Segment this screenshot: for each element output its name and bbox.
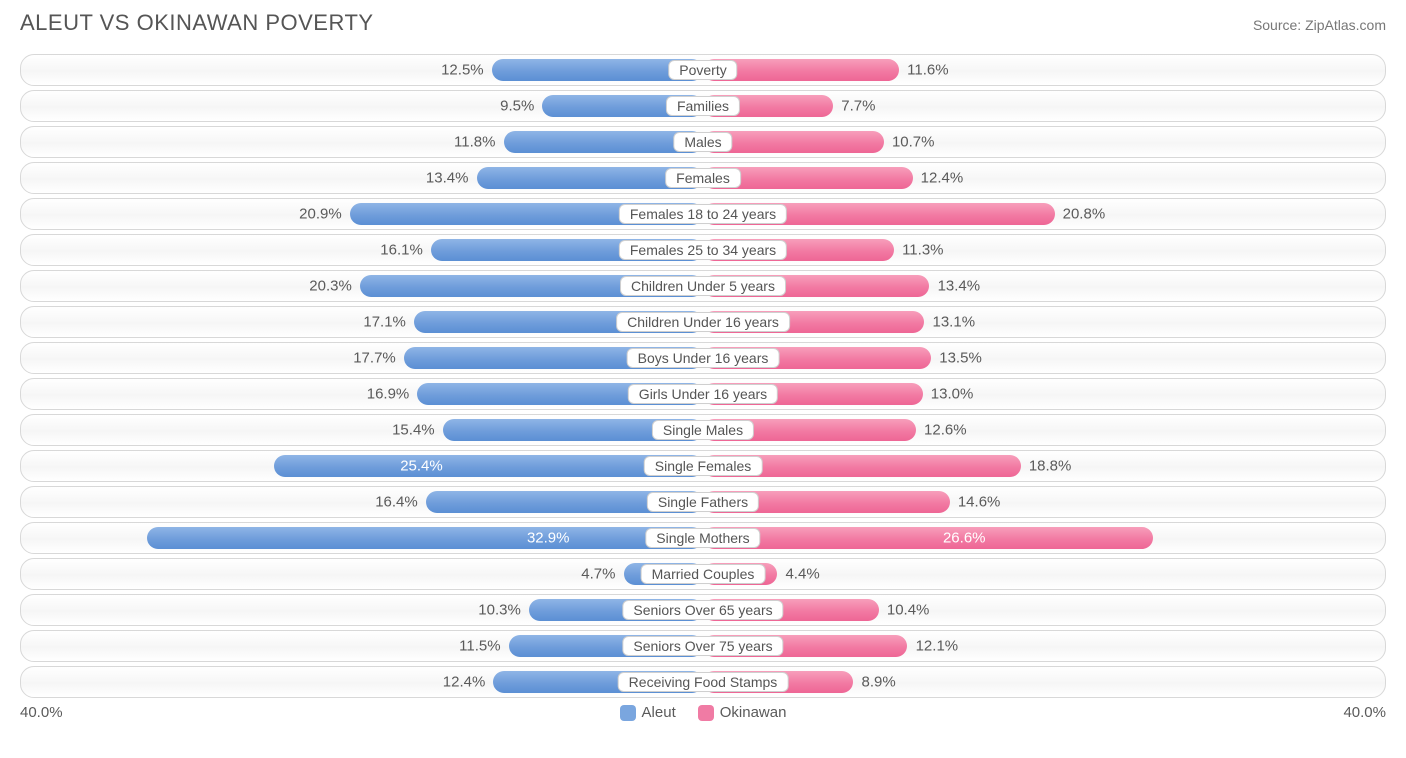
source-label: Source:	[1253, 17, 1301, 33]
value-okinawan: 12.4%	[921, 170, 964, 187]
value-okinawan: 11.6%	[907, 62, 948, 79]
category-label: Males	[673, 132, 732, 152]
value-okinawan: 11.3%	[902, 242, 943, 259]
category-label: Children Under 5 years	[620, 276, 786, 296]
legend-swatch-okinawan	[698, 705, 714, 721]
bar-row: 11.5% 12.1% Seniors Over 75 years	[20, 630, 1386, 662]
value-aleut: 4.7%	[581, 566, 615, 583]
category-label: Children Under 16 years	[616, 312, 790, 332]
value-okinawan: 18.8%	[1029, 458, 1072, 475]
bar-row: 12.4% 8.9% Receiving Food Stamps	[20, 666, 1386, 698]
category-label: Females 18 to 24 years	[619, 204, 787, 224]
value-aleut: 17.7%	[353, 350, 396, 367]
bar-row: 17.7% 13.5% Boys Under 16 years	[20, 342, 1386, 374]
value-okinawan: 8.9%	[862, 674, 896, 691]
category-label: Single Females	[644, 456, 763, 476]
bar-row: 16.9% 13.0% Girls Under 16 years	[20, 378, 1386, 410]
value-okinawan: 26.6%	[943, 530, 986, 547]
axis-max-right: 40.0%	[1343, 704, 1386, 721]
legend-label-aleut: Aleut	[642, 704, 676, 721]
legend-item-aleut: Aleut	[620, 704, 676, 721]
value-okinawan: 20.8%	[1063, 206, 1106, 223]
category-label: Poverty	[668, 60, 737, 80]
value-aleut: 10.3%	[478, 602, 521, 619]
legend: Aleut Okinawan	[620, 704, 787, 721]
value-aleut: 12.5%	[441, 62, 484, 79]
value-aleut: 16.9%	[367, 386, 410, 403]
value-aleut: 32.9%	[527, 530, 570, 547]
value-aleut: 13.4%	[426, 170, 469, 187]
value-aleut: 16.1%	[380, 242, 423, 259]
header: ALEUT VS OKINAWAN POVERTY Source: ZipAtl…	[20, 10, 1386, 36]
value-aleut: 11.8%	[454, 134, 495, 151]
value-aleut: 20.3%	[309, 278, 352, 295]
chart-footer: 40.0% Aleut Okinawan 40.0%	[20, 704, 1386, 721]
category-label: Seniors Over 75 years	[622, 636, 783, 656]
value-aleut: 25.4%	[400, 458, 443, 475]
bar-row: 15.4% 12.6% Single Males	[20, 414, 1386, 446]
bar-okinawan	[703, 527, 1153, 549]
value-okinawan: 13.4%	[938, 278, 981, 295]
category-label: Families	[666, 96, 740, 116]
category-label: Single Mothers	[645, 528, 760, 548]
bar-aleut	[147, 527, 703, 549]
category-label: Married Couples	[641, 564, 766, 584]
bar-row: 20.9% 20.8% Females 18 to 24 years	[20, 198, 1386, 230]
bar-row: 25.4% 18.8% Single Females	[20, 450, 1386, 482]
value-okinawan: 7.7%	[841, 98, 875, 115]
category-label: Females 25 to 34 years	[619, 240, 787, 260]
bar-row: 11.8% 10.7% Males	[20, 126, 1386, 158]
bar-row: 17.1% 13.1% Children Under 16 years	[20, 306, 1386, 338]
category-label: Single Fathers	[647, 492, 759, 512]
chart-title: ALEUT VS OKINAWAN POVERTY	[20, 10, 374, 36]
legend-item-okinawan: Okinawan	[698, 704, 787, 721]
bar-row: 4.7% 4.4% Married Couples	[20, 558, 1386, 590]
value-okinawan: 14.6%	[958, 494, 1001, 511]
category-label: Females	[665, 168, 741, 188]
source-name: ZipAtlas.com	[1305, 17, 1386, 33]
bar-row: 9.5% 7.7% Families	[20, 90, 1386, 122]
value-okinawan: 12.1%	[916, 638, 959, 655]
source-attribution: Source: ZipAtlas.com	[1253, 17, 1386, 33]
value-aleut: 9.5%	[500, 98, 534, 115]
category-label: Seniors Over 65 years	[622, 600, 783, 620]
bar-aleut	[274, 455, 703, 477]
legend-swatch-aleut	[620, 705, 636, 721]
value-okinawan: 13.0%	[931, 386, 974, 403]
value-aleut: 12.4%	[443, 674, 486, 691]
value-aleut: 16.4%	[375, 494, 418, 511]
bar-row: 32.9% 26.6% Single Mothers	[20, 522, 1386, 554]
axis-max-left: 40.0%	[20, 704, 63, 721]
category-label: Boys Under 16 years	[627, 348, 780, 368]
value-okinawan: 10.4%	[887, 602, 930, 619]
value-okinawan: 13.5%	[939, 350, 982, 367]
bar-row: 16.1% 11.3% Females 25 to 34 years	[20, 234, 1386, 266]
category-label: Girls Under 16 years	[628, 384, 778, 404]
bar-row: 12.5% 11.6% Poverty	[20, 54, 1386, 86]
value-aleut: 15.4%	[392, 422, 435, 439]
value-okinawan: 13.1%	[933, 314, 976, 331]
value-aleut: 17.1%	[363, 314, 406, 331]
value-aleut: 11.5%	[459, 638, 500, 655]
value-okinawan: 10.7%	[892, 134, 935, 151]
bar-row: 13.4% 12.4% Females	[20, 162, 1386, 194]
value-okinawan: 12.6%	[924, 422, 967, 439]
diverging-bar-chart: 12.5% 11.6% Poverty 9.5% 7.7% Families 11.8% 10…	[20, 54, 1386, 698]
bar-row: 10.3% 10.4% Seniors Over 65 years	[20, 594, 1386, 626]
category-label: Receiving Food Stamps	[618, 672, 789, 692]
value-okinawan: 4.4%	[785, 566, 819, 583]
bar-row: 20.3% 13.4% Children Under 5 years	[20, 270, 1386, 302]
legend-label-okinawan: Okinawan	[720, 704, 787, 721]
bar-row: 16.4% 14.6% Single Fathers	[20, 486, 1386, 518]
category-label: Single Males	[652, 420, 754, 440]
value-aleut: 20.9%	[299, 206, 342, 223]
